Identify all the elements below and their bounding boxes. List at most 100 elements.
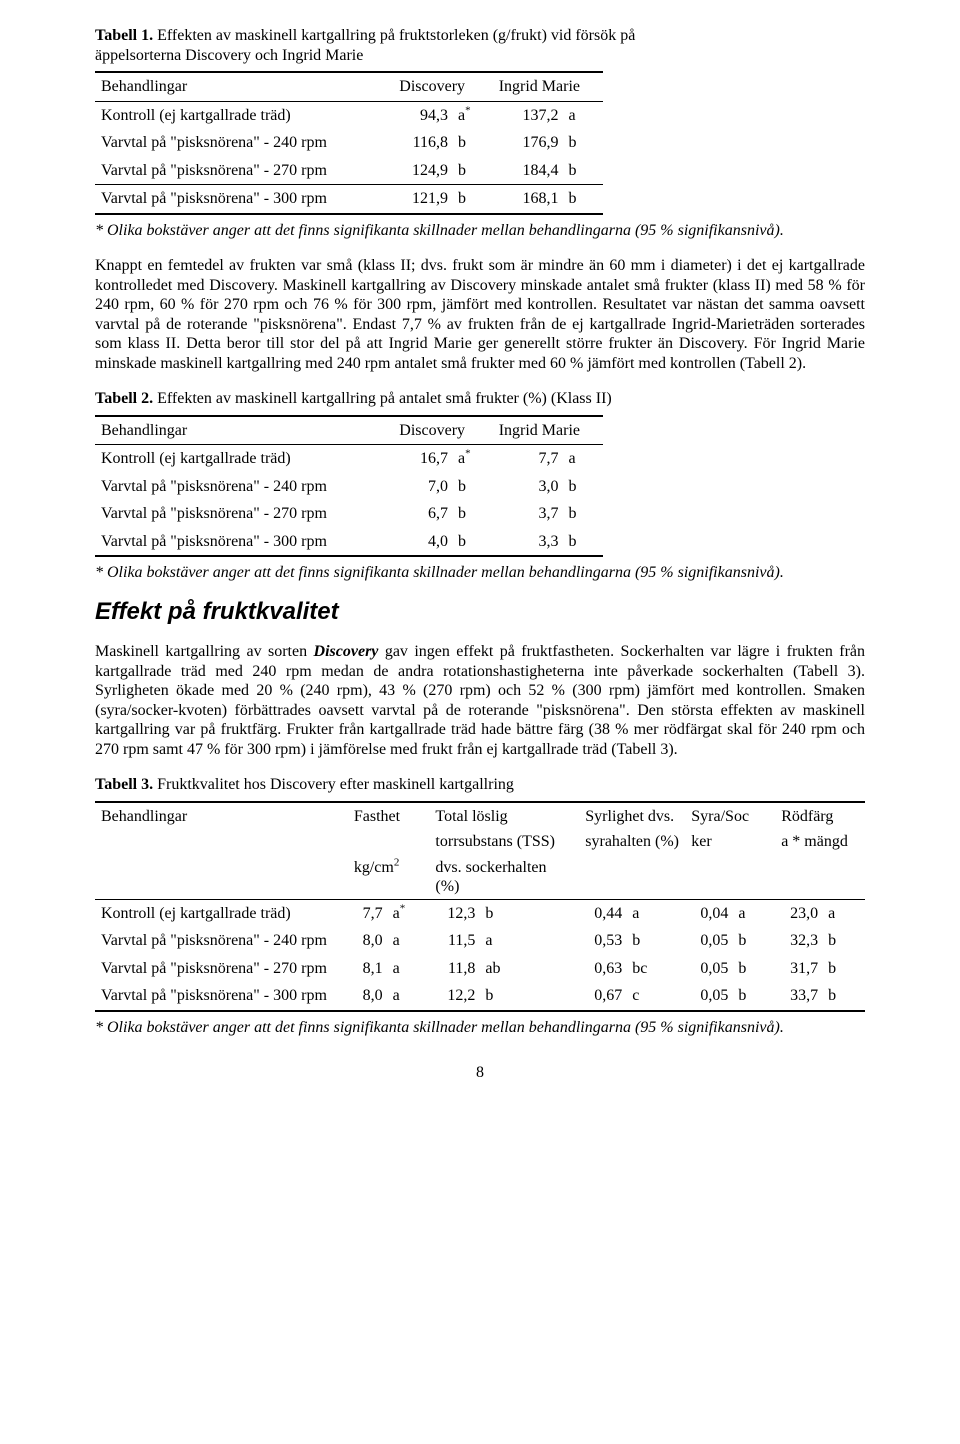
cell: a bbox=[628, 899, 685, 927]
cell: 6,7 bbox=[393, 500, 454, 528]
cell: b bbox=[565, 528, 604, 557]
t3-col5a: Rödfärg bbox=[775, 802, 865, 829]
cell: 0,67 bbox=[579, 982, 628, 1011]
cell: b bbox=[454, 473, 493, 501]
cell: 7,7 bbox=[493, 445, 565, 473]
cell: 32,3 bbox=[775, 927, 824, 955]
t3-col2c: dvs. sockerhalten (%) bbox=[429, 854, 579, 900]
table3-caption-text: Fruktkvalitet hos Discovery efter maskin… bbox=[157, 776, 514, 793]
cell: 11,5 bbox=[429, 927, 481, 955]
cell: 8,1 bbox=[348, 955, 389, 983]
cell: b bbox=[454, 185, 493, 214]
t3-col1b: kg/cm2 bbox=[348, 854, 430, 900]
cell: b bbox=[565, 500, 604, 528]
cell: 7,7 bbox=[348, 899, 389, 927]
cell: b bbox=[824, 955, 865, 983]
cell: 168,1 bbox=[493, 185, 565, 214]
cell: 7,0 bbox=[393, 473, 454, 501]
t3-col2b: torrsubstans (TSS) bbox=[429, 828, 579, 854]
t3-col4b: ker bbox=[685, 828, 775, 854]
t3-col5-blank bbox=[775, 854, 865, 900]
row-name: Varvtal på "pisksnörena" - 300 rpm bbox=[95, 528, 393, 557]
t3-col3b: syrahalten (%) bbox=[579, 828, 685, 854]
row-name: Varvtal på "pisksnörena" - 270 rpm bbox=[95, 500, 393, 528]
cell: 12,2 bbox=[429, 982, 481, 1011]
cell: a* bbox=[454, 445, 493, 473]
table1-label: Tabell 1. bbox=[95, 27, 153, 44]
t3-col3a: Syrlighet dvs. bbox=[579, 802, 685, 829]
table-row: Varvtal på "pisksnörena" - 300 rpm 4,0 b… bbox=[95, 528, 603, 557]
p2-sort: Discovery bbox=[314, 643, 379, 660]
cell: a bbox=[389, 927, 430, 955]
paragraph-2: Maskinell kartgallring av sorten Discove… bbox=[95, 642, 865, 759]
row-name: Varvtal på "pisksnörena" - 300 rpm bbox=[95, 185, 393, 214]
table1-caption: Tabell 1. Effekten av maskinell kartgall… bbox=[95, 26, 695, 65]
table-row: Varvtal på "pisksnörena" - 270 rpm 124,9… bbox=[95, 157, 603, 185]
table2-col-behandlingar: Behandlingar bbox=[95, 416, 393, 445]
cell: 121,9 bbox=[393, 185, 454, 214]
row-name: Kontroll (ej kartgallrade träd) bbox=[95, 445, 393, 473]
table1-caption-text: Effekten av maskinell kartgallring på fr… bbox=[95, 27, 635, 64]
row-name: Kontroll (ej kartgallrade träd) bbox=[95, 101, 393, 129]
row-name: Varvtal på "pisksnörena" - 240 rpm bbox=[95, 129, 393, 157]
cell: b bbox=[734, 955, 775, 983]
row-name: Varvtal på "pisksnörena" - 240 rpm bbox=[95, 473, 393, 501]
section-heading-fruktkvalitet: Effekt på fruktkvalitet bbox=[95, 597, 865, 626]
cell: c bbox=[628, 982, 685, 1011]
cell: 184,4 bbox=[493, 157, 565, 185]
cell: 0,44 bbox=[579, 899, 628, 927]
t3-col5b: a * mängd bbox=[775, 828, 865, 854]
table-row: Kontroll (ej kartgallrade träd) 16,7 a* … bbox=[95, 445, 603, 473]
cell: b bbox=[565, 185, 604, 214]
cell: 23,0 bbox=[775, 899, 824, 927]
table1-col-discovery: Discovery bbox=[393, 72, 492, 101]
table2-caption: Tabell 2. Effekten av maskinell kartgall… bbox=[95, 389, 865, 409]
table1-col-behandlingar: Behandlingar bbox=[95, 72, 393, 101]
table3-caption: Tabell 3. Fruktkvalitet hos Discovery ef… bbox=[95, 775, 865, 795]
cell: b bbox=[628, 927, 685, 955]
cell: b bbox=[454, 500, 493, 528]
table2-label: Tabell 2. bbox=[95, 390, 153, 407]
cell: 8,0 bbox=[348, 927, 389, 955]
cell: 12,3 bbox=[429, 899, 481, 927]
page: Tabell 1. Effekten av maskinell kartgall… bbox=[0, 0, 960, 1444]
t3-col4-blank bbox=[685, 854, 775, 900]
table3: Behandlingar Fasthet Total löslig Syrlig… bbox=[95, 801, 865, 1012]
cell: 0,53 bbox=[579, 927, 628, 955]
cell: b bbox=[565, 157, 604, 185]
cell: 137,2 bbox=[493, 101, 565, 129]
cell: b bbox=[454, 157, 493, 185]
table-row: Varvtal på "pisksnörena" - 300 rpm 8,0 a… bbox=[95, 982, 865, 1011]
table-row: Kontroll (ej kartgallrade träd) 94,3 a* … bbox=[95, 101, 603, 129]
cell: b bbox=[454, 528, 493, 557]
cell: a bbox=[734, 899, 775, 927]
cell: a bbox=[824, 899, 865, 927]
cell: 0,04 bbox=[685, 899, 734, 927]
table2-footnote: * Olika bokstäver anger att det finns si… bbox=[95, 563, 865, 583]
cell: b bbox=[565, 473, 604, 501]
t3-col1-blank bbox=[348, 828, 430, 854]
p2-pre: Maskinell kartgallring av sorten bbox=[95, 643, 314, 660]
cell: b bbox=[734, 927, 775, 955]
cell: bc bbox=[628, 955, 685, 983]
table1: Behandlingar Discovery Ingrid Marie Kont… bbox=[95, 71, 603, 215]
cell: b bbox=[824, 982, 865, 1011]
table-row: Varvtal på "pisksnörena" - 240 rpm 8,0 a… bbox=[95, 927, 865, 955]
table3-label: Tabell 3. bbox=[95, 776, 153, 793]
row-name: Varvtal på "pisksnörena" - 270 rpm bbox=[95, 955, 348, 983]
cell: a bbox=[565, 101, 604, 129]
table-row: Varvtal på "pisksnörena" - 300 rpm 121,9… bbox=[95, 185, 603, 214]
table2-caption-text: Effekten av maskinell kartgallring på an… bbox=[157, 390, 612, 407]
table-row: Kontroll (ej kartgallrade träd) 7,7 a* 1… bbox=[95, 899, 865, 927]
row-name: Varvtal på "pisksnörena" - 240 rpm bbox=[95, 927, 348, 955]
cell: a bbox=[389, 982, 430, 1011]
p2-post: gav ingen effekt på fruktfastheten. Sock… bbox=[95, 643, 865, 758]
cell: 4,0 bbox=[393, 528, 454, 557]
cell: a* bbox=[389, 899, 430, 927]
table1-footnote: * Olika bokstäver anger att det finns si… bbox=[95, 221, 865, 241]
table2: Behandlingar Discovery Ingrid Marie Kont… bbox=[95, 415, 603, 558]
cell: b bbox=[824, 927, 865, 955]
row-name: Varvtal på "pisksnörena" - 300 rpm bbox=[95, 982, 348, 1011]
table-row: Varvtal på "pisksnörena" - 270 rpm 6,7 b… bbox=[95, 500, 603, 528]
cell: 33,7 bbox=[775, 982, 824, 1011]
